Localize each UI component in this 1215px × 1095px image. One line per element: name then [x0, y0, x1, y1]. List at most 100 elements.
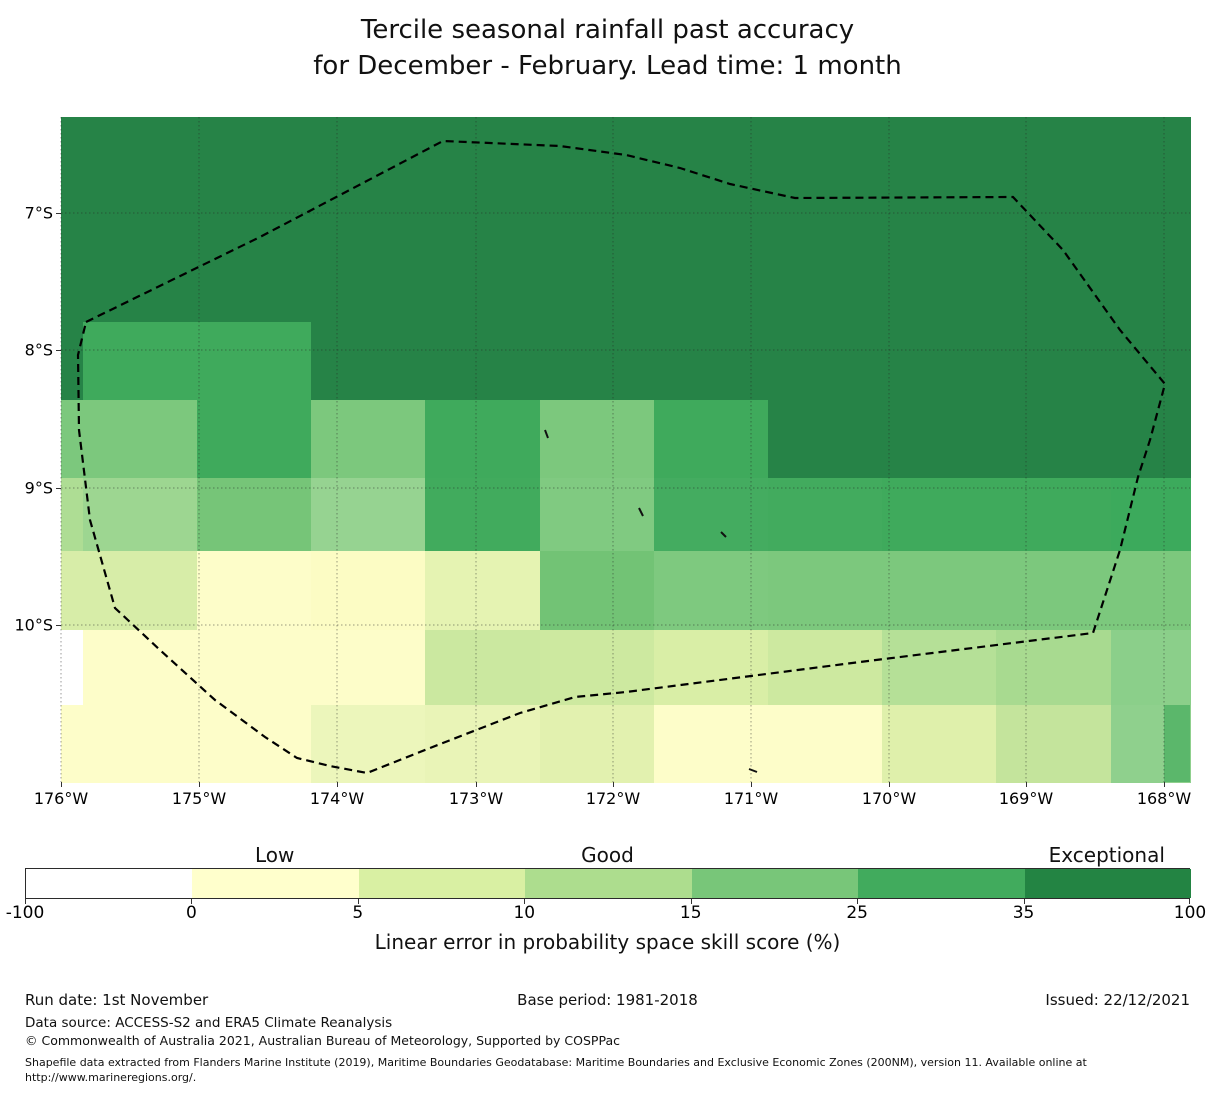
map-grid-cell	[311, 630, 426, 706]
map-overlay	[60, 117, 1190, 782]
map-grid-cell	[768, 400, 883, 479]
map-grid-cell	[654, 630, 769, 706]
colorbar-segment	[192, 869, 360, 898]
island-mark	[720, 531, 727, 538]
x-axis-tick-mark	[199, 782, 200, 787]
island-mark	[544, 429, 549, 439]
colorbar-tick-mark	[1023, 899, 1025, 904]
colorbar-segment	[691, 869, 859, 898]
map-grid-cell	[197, 551, 312, 631]
map-grid-cell	[1111, 322, 1191, 401]
y-axis-tick-mark	[56, 350, 61, 351]
map-grid-cell	[768, 322, 883, 401]
map-grid-cell	[882, 705, 997, 783]
map-grid-cell	[197, 705, 312, 783]
map-grid-cell	[425, 322, 541, 401]
map-grid-cell	[768, 630, 883, 706]
footer-run-date: Run date: 1st November	[25, 991, 209, 1009]
map-grid-cell	[311, 705, 426, 783]
colorbar-segment	[1024, 869, 1192, 898]
map-grid-cell	[197, 630, 312, 706]
footer-shapefile-note: Shapefile data extracted from Flanders M…	[25, 1056, 1087, 1084]
map-grid-cell	[311, 117, 426, 323]
map-grid-cell	[540, 400, 655, 479]
map-grid-cell	[311, 322, 426, 401]
y-axis-tick-label: 7°S	[24, 203, 53, 223]
x-axis-tick-label: 174°W	[309, 789, 365, 808]
map-grid-cell	[996, 400, 1112, 479]
colorbar-tick-label: 25	[846, 903, 868, 923]
map-grid-cell	[768, 117, 883, 323]
map-grid-cell	[996, 322, 1112, 401]
map-grid-cell	[425, 630, 541, 706]
map-grid-cell	[425, 117, 541, 323]
x-axis-tick-mark	[613, 782, 614, 787]
x-axis-tick-mark	[1026, 782, 1027, 787]
map-grid-cell	[197, 478, 312, 552]
y-axis-tick-label: 9°S	[24, 478, 53, 498]
map-grid-cell	[654, 478, 769, 552]
map-grid-cell	[882, 630, 997, 706]
colorbar-tick-label: 35	[1012, 903, 1035, 923]
colorbar-frame	[25, 868, 1192, 899]
map-grid-cell	[425, 400, 541, 479]
map-grid-cell	[83, 705, 198, 783]
map-grid-cell	[996, 705, 1112, 783]
colorbar-tick-mark	[25, 899, 26, 904]
x-axis-tick-mark	[889, 782, 890, 787]
x-axis-tick-label: 171°W	[723, 789, 779, 808]
x-axis-tick-label: 169°W	[998, 789, 1054, 808]
map-grid-cell	[882, 551, 997, 631]
x-axis-tick-label: 176°W	[33, 789, 89, 808]
map-grid-cell	[425, 551, 541, 631]
island-mark	[638, 507, 644, 517]
map-grid-cell	[882, 478, 997, 552]
y-axis-tick-mark	[56, 488, 61, 489]
chart-title: Tercile seasonal rainfall past accuracy …	[0, 12, 1215, 84]
x-axis-tick-mark	[1164, 782, 1165, 787]
y-axis-tick-label: 8°S	[24, 340, 53, 360]
map-grid-cell	[654, 551, 769, 631]
footer-data-source: Data source: ACCESS-S2 and ERA5 Climate …	[25, 1015, 393, 1031]
map-grid-cell	[540, 630, 655, 706]
map-grid-cell	[197, 400, 312, 479]
chart-title-line2: for December - February. Lead time: 1 mo…	[313, 51, 902, 81]
footer-base-period: Base period: 1981-2018	[517, 991, 698, 1009]
map-grid-cell	[540, 117, 655, 323]
y-axis-tick-mark	[56, 213, 61, 214]
map-grid-cell	[882, 117, 997, 323]
map-grid-cell	[540, 478, 655, 552]
map-grid-cell	[197, 117, 312, 323]
map-grid-cell	[83, 478, 198, 552]
map-grid-cell	[882, 400, 997, 479]
map-grid-cell	[540, 322, 655, 401]
map-grid-cell	[654, 117, 769, 323]
colorbar-segment	[858, 869, 1026, 898]
map-grid-cell	[882, 322, 997, 401]
eez-boundary-dashed-outline	[76, 139, 1167, 775]
map-grid-cell	[311, 478, 426, 552]
map-grid-cell	[1111, 630, 1191, 706]
map-grid-cell	[61, 478, 84, 552]
map-grid-cell	[996, 551, 1112, 631]
map-grid-cell	[1111, 551, 1191, 631]
colorbar-segment	[358, 869, 526, 898]
map-grid-cell	[61, 630, 84, 706]
map-grid-cell	[1111, 117, 1191, 323]
colorbar-axis-label: Linear error in probability space skill …	[374, 930, 841, 954]
colorbar-tick-label: -100	[5, 903, 45, 923]
map-grid-cell	[425, 478, 541, 552]
map-grid-cell	[996, 630, 1112, 706]
map-grid-cell	[311, 400, 426, 479]
map-grid-cell	[768, 551, 883, 631]
map-grid-cell	[996, 117, 1112, 323]
x-axis-tick-label: 168°W	[1136, 789, 1192, 808]
colorbar-tick-mark	[1189, 899, 1190, 904]
x-axis-tick-mark	[476, 782, 477, 787]
map-grid-cell	[540, 551, 655, 631]
colorbar-segment	[26, 869, 193, 898]
y-axis-tick-mark	[56, 625, 61, 626]
map-grid-cell	[197, 322, 312, 401]
x-axis-tick-label: 173°W	[448, 789, 504, 808]
map-grid-cell	[61, 705, 84, 783]
